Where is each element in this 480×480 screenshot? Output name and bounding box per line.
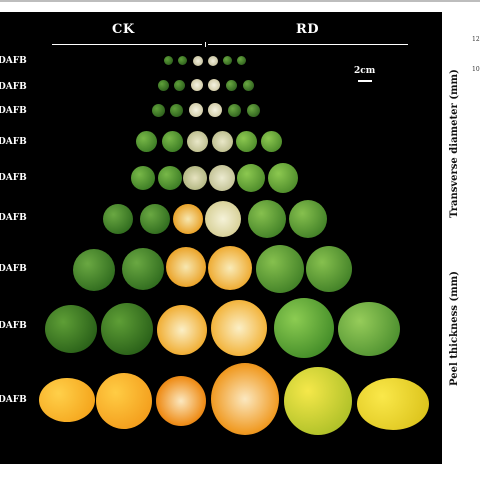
center-bracket-tick [205, 42, 206, 47]
scale-label: 2cm [354, 66, 376, 76]
fruit-r3-4 [208, 103, 222, 117]
fruit-r4-6 [261, 131, 282, 152]
row-label-7: DAFB [0, 264, 27, 274]
fruit-r6-1 [103, 204, 133, 234]
fruit-r3-1 [152, 104, 165, 117]
fruit-r1-4 [208, 56, 218, 66]
fruit-r8-5 [274, 298, 334, 358]
fruit-r2-3 [191, 79, 203, 91]
row-label-1: DAFB [0, 56, 27, 66]
fruit-r5-3 [183, 166, 207, 190]
fruit-r2-6 [243, 80, 254, 91]
fruit-r4-5 [236, 131, 257, 152]
row-label-6: DAFB [0, 213, 27, 223]
fruit-r7-6 [306, 246, 352, 292]
ck-header: CK [112, 22, 135, 37]
axis-tick-2: 10 [472, 66, 480, 73]
fruit-r6-6 [289, 200, 327, 238]
fruit-r9-2 [96, 373, 152, 429]
fruit-r8-6 [338, 302, 400, 356]
fruit-r8-3 [157, 305, 207, 355]
fruit-r7-2 [122, 248, 164, 290]
fruit-r8-2 [101, 303, 153, 355]
fruit-r9-1 [39, 378, 95, 422]
fruit-r5-5 [237, 164, 265, 192]
row-label-5: DAFB [0, 173, 27, 183]
top-border-line [0, 0, 480, 2]
row-label-4: DAFB [0, 137, 27, 147]
fruit-r3-5 [228, 104, 241, 117]
peel-thickness-label: Peel thickness (mm) [449, 271, 460, 386]
row-label-8: DAFB [0, 321, 27, 331]
fruit-r2-1 [158, 80, 169, 91]
fruit-r5-2 [158, 166, 182, 190]
fruit-r1-5 [223, 56, 232, 65]
ck-bracket [52, 44, 202, 45]
fruit-r1-6 [237, 56, 246, 65]
rd-header: RD [296, 22, 320, 37]
fruit-r5-6 [268, 163, 298, 193]
fruit-r2-4 [208, 79, 220, 91]
fruit-r9-3 [156, 376, 206, 426]
fruit-r8-4 [211, 300, 267, 356]
fruit-r3-2 [170, 104, 183, 117]
row-label-3: DAFB [0, 106, 27, 116]
row-label-2: DAFB [0, 82, 27, 92]
rd-bracket [208, 44, 408, 45]
fruit-r7-3 [166, 247, 206, 287]
fruit-r9-6 [357, 378, 429, 430]
fruit-r2-5 [226, 80, 237, 91]
fruit-r1-1 [164, 56, 173, 65]
fruit-r1-3 [193, 56, 203, 66]
fruit-r7-5 [256, 245, 304, 293]
transverse-diameter-label: Transverse diameter (mm) [449, 69, 460, 218]
fruit-r9-4 [211, 363, 279, 435]
fruit-r5-1 [131, 166, 155, 190]
axis-tick-1: 12 [472, 36, 480, 43]
fruit-r9-5 [284, 367, 352, 435]
fruit-r8-1 [45, 305, 97, 353]
fruit-r4-1 [136, 131, 157, 152]
fruit-r7-1 [73, 249, 115, 291]
scale-bar [358, 80, 372, 82]
fruit-r3-3 [189, 103, 203, 117]
fruit-r6-3 [173, 204, 203, 234]
fruit-r1-2 [178, 56, 187, 65]
fruit-r6-2 [140, 204, 170, 234]
fruit-r5-4 [209, 165, 235, 191]
fruit-r6-4 [205, 201, 241, 237]
fruit-r4-4 [212, 131, 233, 152]
fruit-r3-6 [247, 104, 260, 117]
row-label-9: DAFB [0, 395, 27, 405]
fruit-r4-3 [187, 131, 208, 152]
fruit-r6-5 [248, 200, 286, 238]
fruit-r7-4 [208, 246, 252, 290]
fruit-r4-2 [162, 131, 183, 152]
fruit-r2-2 [174, 80, 185, 91]
